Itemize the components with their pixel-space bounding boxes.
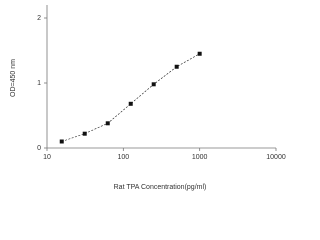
- x-tick-label: 1000: [192, 154, 208, 161]
- curve: [61, 53, 200, 142]
- y-tick-label: 2: [37, 15, 41, 22]
- page: {"chart_data": {"type": "scatter", "x_la…: [9, 5, 286, 191]
- y-tick-label: 1: [37, 80, 41, 87]
- y-axis-title: OD=450 nm: [10, 59, 17, 97]
- y-tick-label: 0: [37, 145, 41, 152]
- x-tick-label: 10: [43, 154, 51, 161]
- point: [151, 82, 156, 87]
- point: [197, 51, 202, 56]
- x-tick-label: 100: [117, 154, 129, 161]
- point: [82, 131, 87, 136]
- x-tick-label: 10000: [266, 154, 286, 161]
- point: [59, 139, 64, 144]
- x-axis-title: Rat TPA Concentration(pg/ml): [114, 184, 207, 191]
- point: [105, 121, 110, 126]
- point: [174, 64, 179, 69]
- chart: Rat TPA Concentration(pg/ml) OD=450 nm 0…: [10, 5, 286, 191]
- point: [128, 101, 133, 106]
